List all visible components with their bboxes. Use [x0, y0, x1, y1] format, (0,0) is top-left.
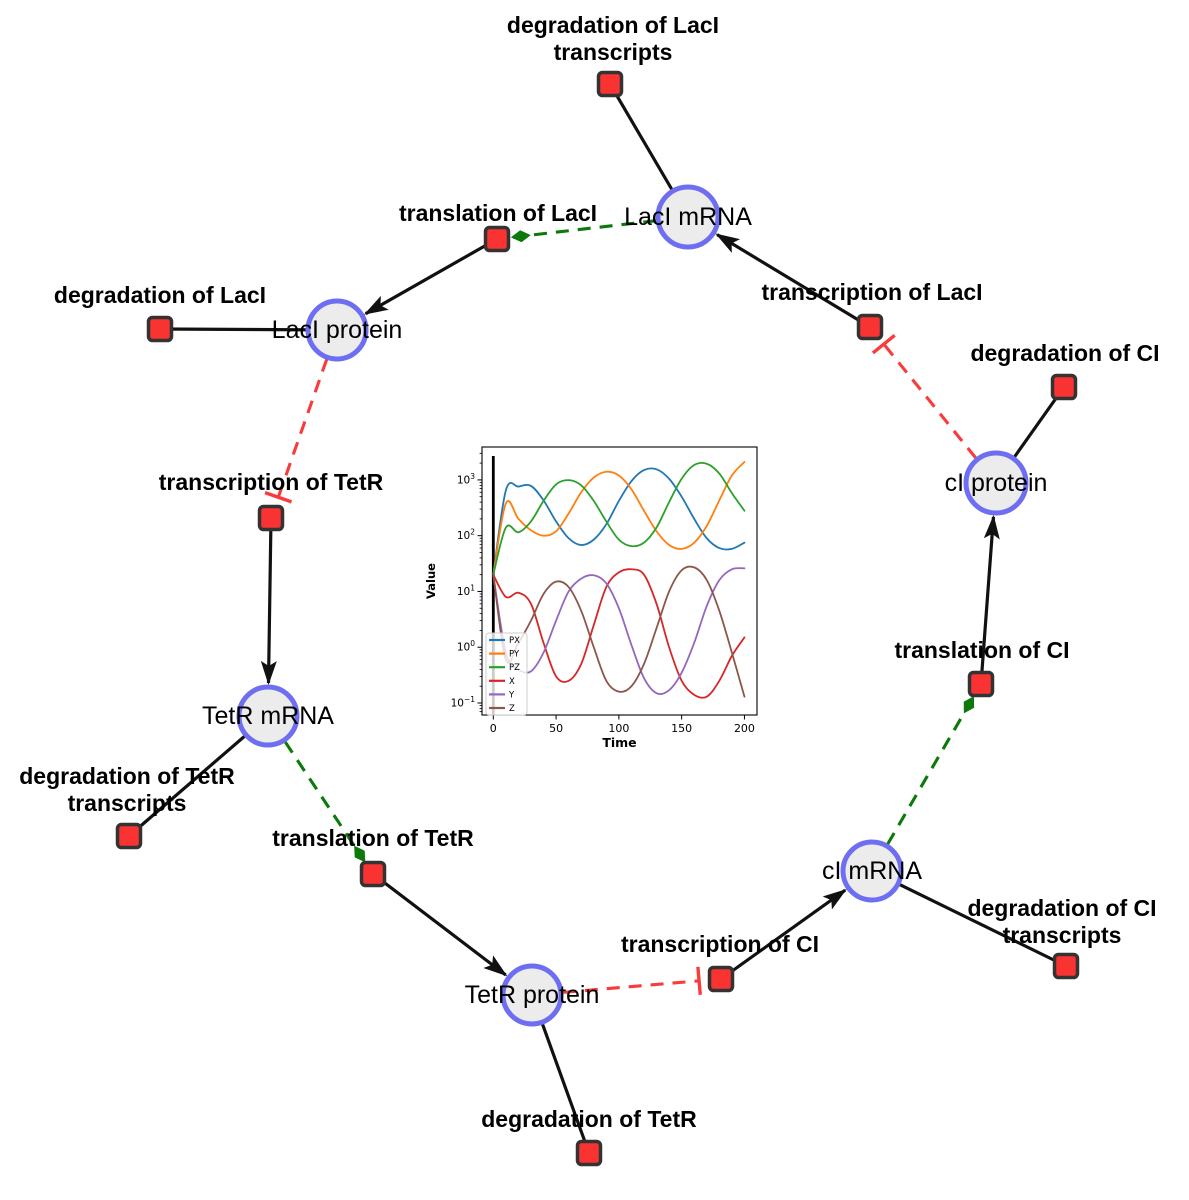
x-tick-label: 200	[734, 722, 755, 735]
edge-inhibition-red-dashed	[882, 343, 978, 460]
edge-catalysis-green-dashed	[886, 696, 975, 845]
y-axis-label: Value	[425, 563, 438, 599]
timecourse-chart: 10−1 100 101 102 103 0 50 100 150 200 Value Time PX P…	[424, 446, 758, 750]
species-node-laci_protein	[305, 298, 369, 362]
x-tick-label: 50	[549, 722, 563, 735]
labels-layer: LacI mRNA LacI protein TetR mRNA TetR prote…	[19, 12, 1159, 1132]
x-axis-label: Time	[602, 735, 636, 750]
reaction-node-translation_tetr	[359, 860, 387, 888]
y-tick-label: 103	[457, 472, 475, 487]
species-node-ci_protein	[963, 450, 1029, 516]
x-tick-label: 150	[671, 722, 692, 735]
series-PZ	[492, 461, 746, 576]
species-label-tetr_protein: TetR protein	[465, 981, 600, 1009]
reaction-node-transcription_laci	[856, 313, 884, 341]
reaction-node-deg_laci	[146, 315, 174, 343]
nodes-layer	[115, 70, 1080, 1167]
reaction-node-deg_ci	[1050, 373, 1078, 401]
species-node-tetr_mrna	[236, 684, 300, 748]
x-tick-label: 0	[490, 722, 497, 735]
reaction-label-transcription_tetr: transcription of TetR	[159, 469, 384, 495]
legend-label-PY: PY	[509, 650, 520, 660]
reaction-label-transcription_ci: transcription of CI	[621, 931, 819, 957]
edge-production-arrow	[260, 517, 277, 686]
reaction-node-translation_laci	[483, 225, 511, 253]
species-label-laci_protein: LacI protein	[272, 316, 403, 344]
legend-label-Y: Y	[508, 690, 515, 700]
y-tick-label: 10−1	[451, 695, 476, 710]
chart-frame	[481, 446, 758, 716]
inhibition-tbar	[264, 491, 293, 504]
series-Y	[492, 567, 746, 695]
series-PY	[492, 461, 746, 576]
legend-label-PX: PX	[509, 636, 520, 646]
y-tick-label: 100	[457, 639, 475, 654]
legend-label-Z: Z	[509, 704, 515, 714]
reaction-node-deg_ci_tx	[1052, 952, 1080, 980]
edge-production-arrow	[979, 514, 1000, 685]
reaction-label-deg_ci_tx: degradation of CI	[967, 895, 1156, 921]
species-node-laci_mrna	[655, 184, 721, 250]
legend-label-PZ: PZ	[509, 663, 520, 673]
edge-production-arrow	[363, 237, 498, 316]
y-tick-label: 102	[457, 528, 475, 543]
edge-production-arrow	[715, 233, 871, 329]
edge-catalysis-green-dashed	[283, 740, 366, 863]
inhibition-tbar	[696, 966, 702, 995]
edge-inhibition-red-dashed	[276, 358, 329, 498]
edge-inhibition-red-dashed	[562, 979, 700, 994]
reaction-label-deg_tetr_tx-line2: transcripts	[68, 790, 187, 816]
reaction-node-transcription_tetr	[257, 504, 285, 532]
reaction-label-deg_laci_tx: degradation of LacI	[507, 12, 719, 38]
edge-production-arrow	[720, 888, 847, 981]
edge-consumption	[871, 869, 1067, 968]
reaction-label-deg_ci: degradation of CI	[970, 340, 1159, 366]
reaction-label-transcription_laci: transcription of LacI	[761, 279, 982, 305]
edge-catalysis-green-dashed	[510, 219, 657, 243]
reaction-label-deg_tetr_tx: degradation of TetR	[19, 763, 235, 789]
reaction-node-deg_tetr	[575, 1139, 603, 1167]
inset-plot: 10−1 100 101 102 103 0 50 100 150 200 Value Time PX P…	[424, 438, 770, 763]
reaction-node-transcription_ci	[707, 965, 735, 993]
legend-box	[485, 632, 528, 716]
series-Z	[492, 565, 746, 698]
edge-production-arrow	[372, 872, 508, 977]
reaction-label-deg_tetr: degradation of TetR	[481, 1106, 697, 1132]
series-layer	[492, 461, 746, 699]
reaction-label-translation_tetr: translation of TetR	[272, 825, 474, 851]
species-node-ci_mrna	[840, 839, 904, 903]
reaction-label-deg_ci_tx-line2: transcripts	[1003, 922, 1122, 948]
species-label-ci_protein: cI protein	[945, 469, 1048, 497]
species-label-ci_mrna: cI mRNA	[822, 857, 922, 885]
y-tick-label: 101	[457, 583, 475, 598]
species-label-tetr_mrna: TetR mRNA	[202, 702, 334, 730]
species-node-tetr_protein	[500, 963, 564, 1027]
reaction-label-translation_ci: translation of CI	[894, 637, 1069, 663]
inhibition-tbar	[871, 333, 896, 355]
reaction-label-translation_laci: translation of LacI	[399, 200, 597, 226]
x-tick-label: 100	[608, 722, 629, 735]
reaction-node-deg_laci_tx	[596, 70, 624, 98]
reaction-label-deg_laci: degradation of LacI	[54, 282, 266, 308]
reaction-node-deg_tetr_tx	[115, 822, 143, 850]
reaction-label-deg_laci_tx-line2: transcripts	[554, 39, 673, 65]
reaction-node-translation_ci	[967, 670, 995, 698]
species-label-laci_mrna: LacI mRNA	[624, 203, 752, 231]
legend-label-X: X	[509, 677, 515, 687]
